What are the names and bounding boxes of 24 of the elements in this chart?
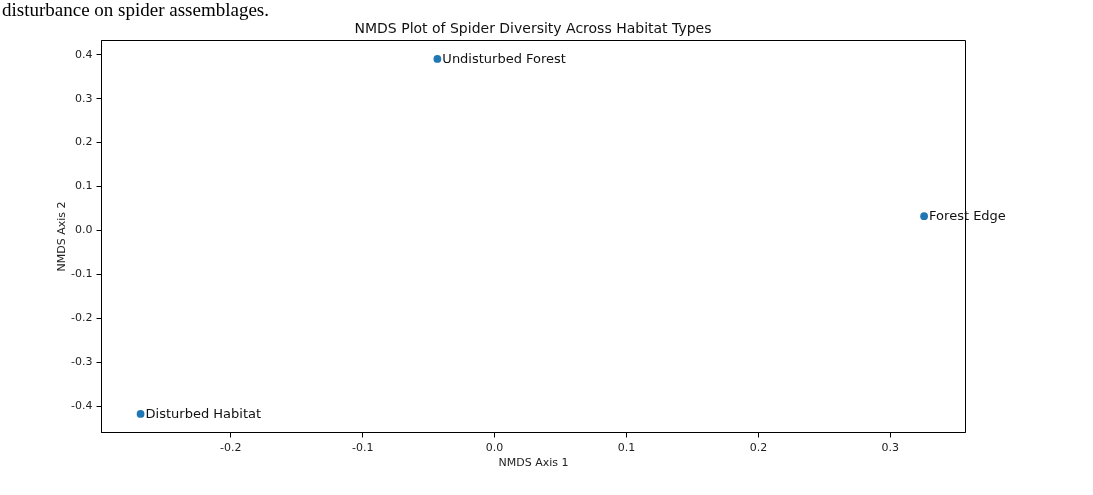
y-tick-label: -0.4 — [71, 399, 93, 413]
y-tick-label: 0.3 — [75, 91, 93, 105]
x-tick-label: -0.2 — [220, 440, 242, 454]
point — [433, 55, 442, 63]
x-tick-label: 0.2 — [749, 440, 768, 454]
x-tick-label: -0.1 — [351, 440, 374, 454]
point — [136, 410, 145, 418]
y-tick-label: 0.4 — [75, 47, 93, 61]
y-tick-label: -0.2 — [71, 311, 93, 325]
y-tick-label: -0.1 — [71, 267, 93, 281]
y-tick-label: 0.1 — [75, 179, 93, 193]
chart-title: NMDS Plot of Spider Diversity Across Habitat Types — [354, 20, 712, 36]
point — [920, 212, 928, 221]
y-tick-label: -0.3 — [71, 355, 93, 369]
annotation: Disturbed Habitat — [145, 405, 262, 421]
annotation: Undisturbed Forest — [442, 50, 566, 66]
y-tick-label: 0.2 — [75, 135, 93, 149]
x-tick-label: 0.1 — [617, 440, 636, 454]
y-axis-title: NMDS Axis 2 — [55, 201, 69, 272]
text: disturbance on spider assemblages. — [1, 0, 270, 20]
x-tick-label: 0.3 — [881, 440, 900, 454]
x-tick-label: 0.0 — [485, 440, 504, 454]
y-tick-label: 0.0 — [75, 223, 93, 237]
x-axis-title: NMDS Axis 1 — [498, 455, 569, 469]
